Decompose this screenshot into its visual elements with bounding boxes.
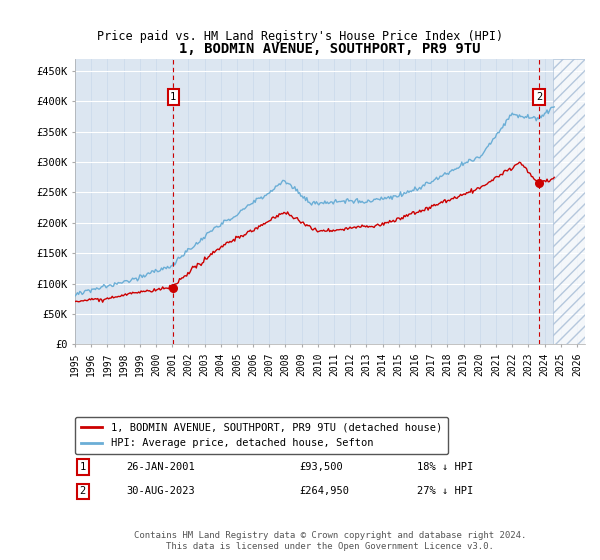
Title: 1, BODMIN AVENUE, SOUTHPORT, PR9 9TU: 1, BODMIN AVENUE, SOUTHPORT, PR9 9TU: [179, 42, 481, 56]
Text: 2: 2: [536, 92, 542, 102]
Text: 1: 1: [170, 92, 176, 102]
Text: Price paid vs. HM Land Registry's House Price Index (HPI): Price paid vs. HM Land Registry's House …: [97, 30, 503, 43]
Legend: 1, BODMIN AVENUE, SOUTHPORT, PR9 9TU (detached house), HPI: Average price, detac: 1, BODMIN AVENUE, SOUTHPORT, PR9 9TU (de…: [75, 417, 448, 454]
Text: 2: 2: [80, 487, 86, 497]
Text: 30-AUG-2023: 30-AUG-2023: [126, 487, 195, 497]
Text: 27% ↓ HPI: 27% ↓ HPI: [417, 487, 473, 497]
Text: 18% ↓ HPI: 18% ↓ HPI: [417, 462, 473, 472]
Text: £264,950: £264,950: [299, 487, 349, 497]
Text: £93,500: £93,500: [299, 462, 343, 472]
Text: Contains HM Land Registry data © Crown copyright and database right 2024.
This d: Contains HM Land Registry data © Crown c…: [134, 531, 526, 551]
Text: 1: 1: [80, 462, 86, 472]
Text: 26-JAN-2001: 26-JAN-2001: [126, 462, 195, 472]
Bar: [553, 59, 585, 344]
